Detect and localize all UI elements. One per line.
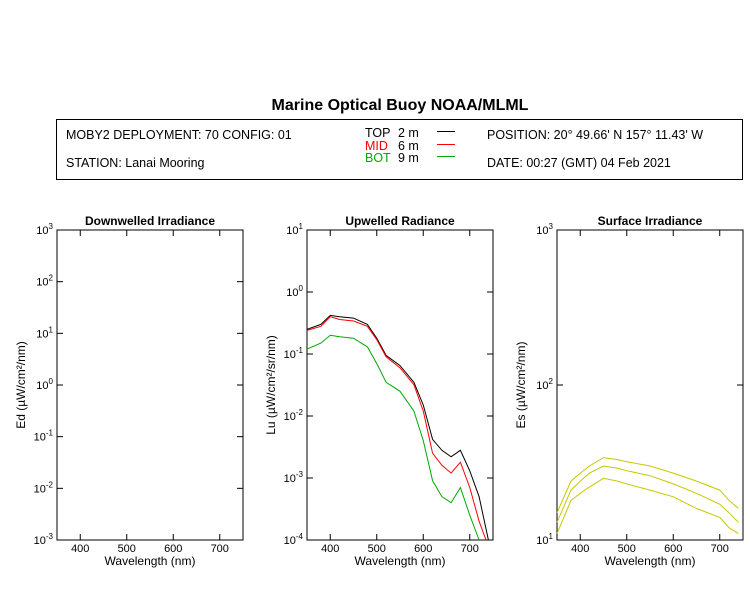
y-tick-label-2-2: 102 [536, 377, 553, 392]
series-line-2-0 [556, 457, 739, 513]
y-tick-label-2-1: 101 [536, 532, 553, 547]
plot-frame-1 [306, 229, 494, 541]
y-tick-label-0-1: 101 [36, 325, 53, 340]
legend-mid-depth: 6 m [398, 139, 419, 153]
y-axis-label-2: Es (µW/cm²/nm) [514, 342, 528, 429]
y-tick-label-0-3: 103 [36, 222, 53, 237]
y-tick-label-0--2: 10-2 [34, 480, 54, 495]
y-tick-label-1--3: 10-3 [284, 470, 304, 485]
x-tick-label-2-600: 600 [664, 543, 682, 555]
legend-bot-depth: 9 m [398, 151, 419, 165]
legend-top-name: TOP [365, 126, 391, 140]
y-tick-label-1-1: 101 [286, 222, 303, 237]
y-tick-label-1--4: 10-4 [284, 532, 304, 547]
y-tick-label-1--2: 10-2 [284, 408, 304, 423]
x-tick-label-0-700: 700 [211, 543, 229, 555]
y-tick-label-0-2: 102 [36, 274, 53, 289]
x-tick-label-1-400: 400 [321, 543, 339, 555]
page-title: Marine Optical Buoy NOAA/MLML [271, 97, 529, 114]
series-line-2-2 [556, 477, 739, 535]
y-tick-label-1-0: 100 [286, 284, 303, 299]
x-tick-label-2-700: 700 [711, 543, 729, 555]
info-box: MOBY2 DEPLOYMENT: 70 CONFIG: 01 STATION:… [56, 119, 743, 180]
x-axis-label-1: Wavelength (nm) [355, 554, 446, 568]
x-tick-label-0-500: 500 [118, 543, 136, 555]
x-tick-label-2-500: 500 [618, 543, 636, 555]
x-tick-label-2-400: 400 [571, 543, 589, 555]
position-text: POSITION: 20° 49.66' N 157° 11.43' W [487, 128, 704, 142]
y-tick-label-0-0: 100 [36, 377, 53, 392]
y-axis-label-0: Ed (µW/cm²/nm) [14, 341, 28, 429]
x-tick-label-1-500: 500 [368, 543, 386, 555]
x-tick-label-0-400: 400 [71, 543, 89, 555]
x-tick-label-0-600: 600 [164, 543, 182, 555]
y-tick-label-0--3: 10-3 [34, 532, 54, 547]
date-text: DATE: 00:27 (GMT) 04 Feb 2021 [487, 156, 671, 170]
series-line-1-1 [306, 316, 487, 541]
legend-bot-line [437, 156, 455, 157]
plot-title-2: Surface Irradiance [598, 214, 703, 228]
y-axis-label-1: Lu (µW/cm²/sr/nm) [264, 335, 278, 435]
plot-frame-2 [556, 229, 744, 541]
y-tick-label-2-3: 103 [536, 222, 553, 237]
plot-frame-0 [56, 229, 244, 541]
series-line-1-2 [306, 334, 480, 541]
x-axis-label-2: Wavelength (nm) [605, 554, 696, 568]
legend-mid-line [437, 144, 455, 145]
legend-mid-name: MID [365, 139, 388, 153]
y-tick-label-1--1: 10-1 [284, 346, 304, 361]
plot-title-1: Upwelled Radiance [345, 214, 455, 228]
deployment-text: MOBY2 DEPLOYMENT: 70 CONFIG: 01 [66, 128, 292, 142]
series-line-2-1 [556, 465, 739, 523]
legend-top-line [437, 131, 455, 132]
series-line-1-0 [306, 314, 489, 541]
legend-bot-name: BOT [365, 151, 391, 165]
plot-title-0: Downwelled Irradiance [85, 214, 215, 228]
station-text: STATION: Lanai Mooring [66, 156, 205, 170]
x-tick-label-1-600: 600 [414, 543, 432, 555]
x-tick-label-1-700: 700 [461, 543, 479, 555]
y-tick-label-0--1: 10-1 [34, 429, 54, 444]
x-axis-label-0: Wavelength (nm) [105, 554, 196, 568]
legend-top-depth: 2 m [398, 126, 419, 140]
